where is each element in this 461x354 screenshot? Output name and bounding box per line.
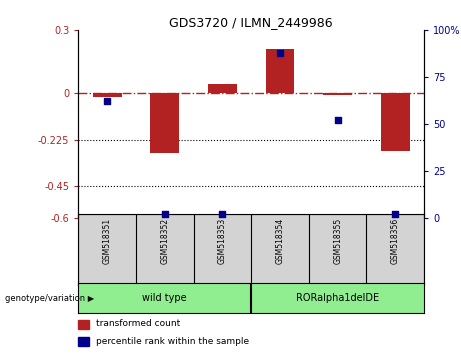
Bar — [93, 93, 122, 97]
Point — [161, 211, 169, 217]
Bar — [150, 93, 179, 153]
Text: percentile rank within the sample: percentile rank within the sample — [96, 337, 249, 346]
Text: transformed count: transformed count — [96, 319, 180, 329]
Bar — [266, 49, 295, 93]
Text: RORalpha1delDE: RORalpha1delDE — [296, 293, 379, 303]
Title: GDS3720 / ILMN_2449986: GDS3720 / ILMN_2449986 — [170, 16, 333, 29]
Text: GSM518354: GSM518354 — [276, 218, 284, 264]
Text: GSM518351: GSM518351 — [103, 218, 112, 264]
Point — [219, 211, 226, 217]
Bar — [78, 337, 89, 346]
Bar — [323, 93, 352, 95]
Text: GSM518356: GSM518356 — [391, 218, 400, 264]
Text: GSM518355: GSM518355 — [333, 218, 342, 264]
Point — [392, 211, 399, 217]
Point — [103, 98, 111, 104]
Point — [334, 117, 341, 123]
Text: GSM518353: GSM518353 — [218, 218, 227, 264]
Bar — [208, 84, 237, 93]
Bar — [78, 320, 89, 329]
Text: GSM518352: GSM518352 — [160, 218, 169, 264]
Point — [277, 50, 284, 56]
Text: genotype/variation ▶: genotype/variation ▶ — [5, 294, 94, 303]
Text: wild type: wild type — [142, 293, 187, 303]
Bar — [381, 93, 410, 151]
